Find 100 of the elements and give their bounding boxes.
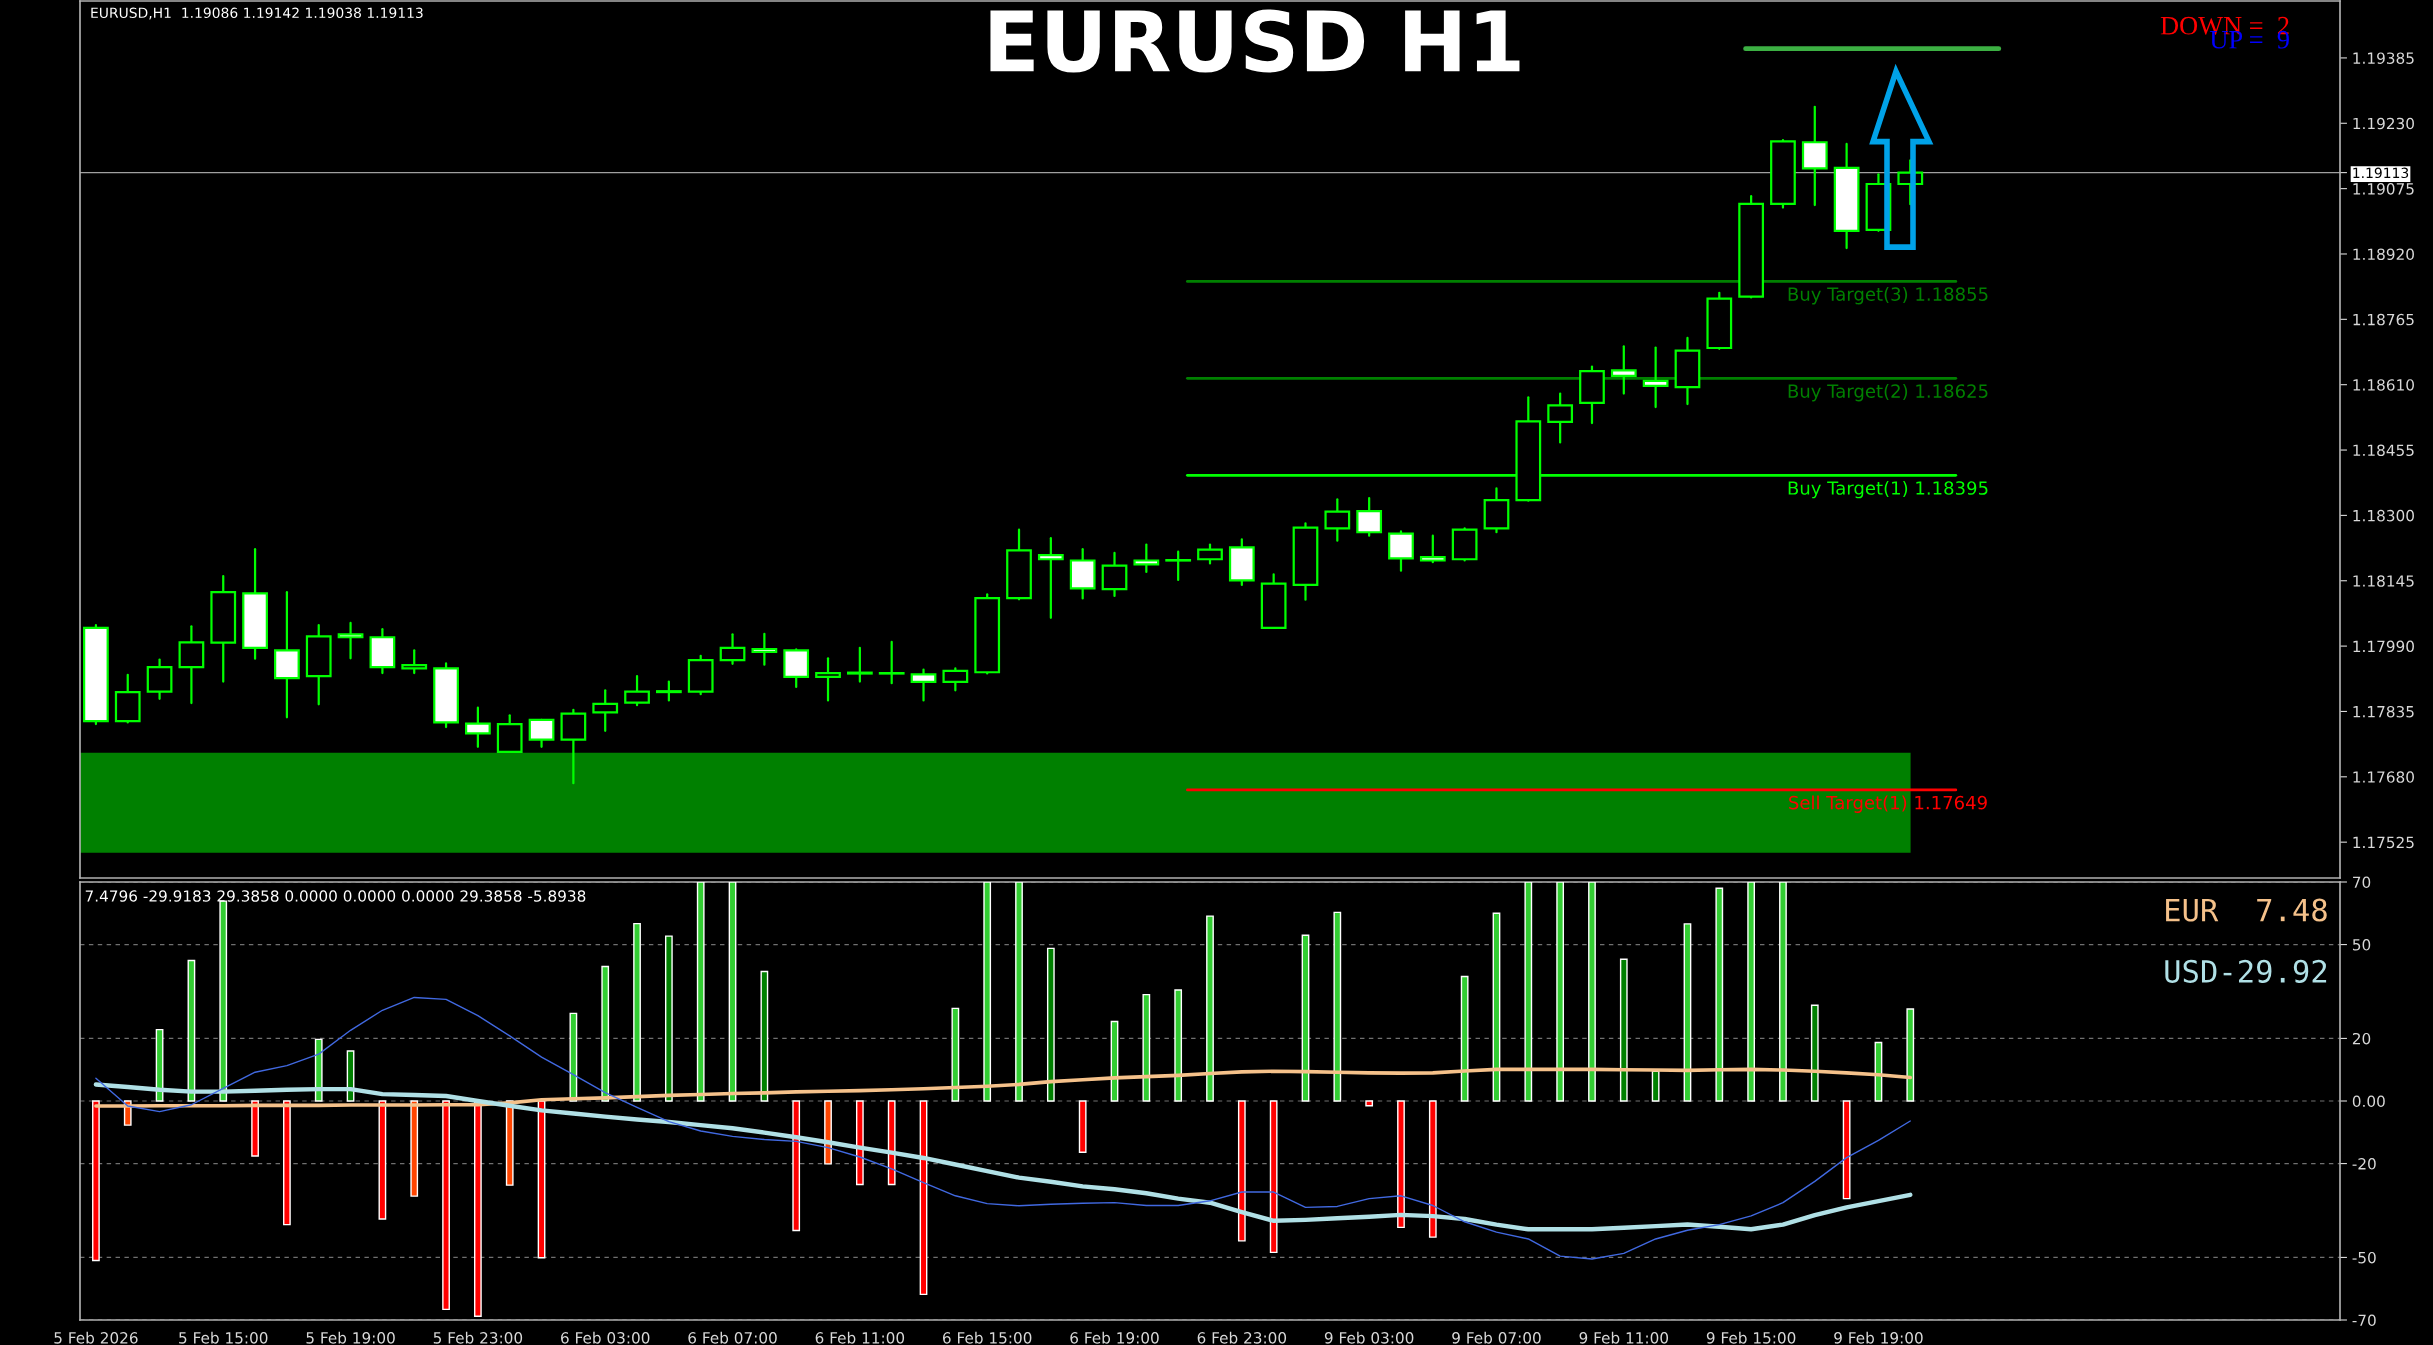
- bar: [1333, 911, 1342, 1102]
- bar: [1524, 882, 1533, 1102]
- bar: [951, 1007, 960, 1102]
- y-tick-label: -50: [2352, 1251, 2376, 1264]
- y-tick-label: 1.18455: [2353, 444, 2414, 457]
- y-tick-label: -20: [2352, 1158, 2376, 1170]
- candlestick: [1547, 392, 1574, 444]
- candlestick: [655, 680, 682, 702]
- ref-line-label: Buy Target(2) 1.18625: [1788, 383, 1988, 402]
- y-tick-label: 1.18300: [2353, 509, 2414, 522]
- ref-line-label: Sell Target(1) 1.17649: [1789, 795, 1987, 813]
- bar: [1715, 887, 1724, 1102]
- candlestick: [751, 632, 778, 666]
- y-tick-label: 20: [2352, 1032, 2371, 1045]
- bar: [664, 935, 673, 1102]
- y-tick-label: 1.17525: [2353, 836, 2414, 849]
- candlestick: [719, 633, 746, 665]
- bar: [219, 900, 228, 1102]
- y-tick-label: 1.17990: [2353, 640, 2414, 653]
- bar: [1588, 882, 1596, 1102]
- y-tick-label: 1.17835: [2353, 705, 2414, 718]
- bar: [1556, 882, 1565, 1102]
- x-tick-label: 9 Feb 07:00: [1452, 1331, 1541, 1344]
- candlestick: [1610, 345, 1637, 395]
- x-tick-label: 6 Feb 23:00: [1197, 1331, 1287, 1344]
- bar: [824, 1100, 832, 1165]
- line-series: [94, 1067, 1913, 1108]
- line-series: [93, 1082, 1913, 1232]
- bar: [1779, 882, 1787, 1102]
- bar: [1651, 1070, 1660, 1102]
- y-tick-label: 1.18610: [2353, 379, 2414, 391]
- bar: [1206, 915, 1214, 1102]
- bar: [1046, 947, 1055, 1102]
- candlestick: [910, 668, 937, 702]
- x-tick-label: 9 Feb 11:00: [1579, 1331, 1669, 1344]
- y-tick-label: 0.00: [2352, 1095, 2385, 1108]
- x-tick-label: 5 Feb 19:00: [306, 1331, 395, 1344]
- candlestick: [1037, 537, 1064, 619]
- bar: [251, 1100, 259, 1157]
- candlestick: [1324, 498, 1351, 542]
- y-tick-label: 1.17680: [2353, 771, 2414, 783]
- candlestick: [1356, 497, 1383, 537]
- bar: [1269, 1100, 1278, 1254]
- annotation: EUR 7.48: [2166, 898, 2327, 922]
- candlestick: [942, 667, 969, 692]
- y-tick-label: 1.19113: [2353, 167, 2409, 179]
- candlestick: [624, 674, 650, 707]
- x-tick-label: 9 Feb 03:00: [1324, 1331, 1414, 1344]
- ref-line-label: Buy Target(3) 1.18855: [1788, 286, 1988, 305]
- y-tick-label: 1.19230: [2353, 117, 2414, 130]
- chart-title: EURUSD H1: [990, 9, 1520, 73]
- bar: [760, 970, 769, 1102]
- x-tick-label: 6 Feb 19:00: [1070, 1331, 1159, 1344]
- bar: [1906, 1008, 1915, 1102]
- bar: [1015, 882, 1023, 1102]
- bar: [601, 965, 610, 1102]
- candlestick: [878, 640, 905, 685]
- candlestick: [401, 649, 428, 675]
- candlestick: [1642, 346, 1669, 409]
- x-tick-label: 6 Feb 07:00: [688, 1331, 777, 1344]
- candlestick: [1419, 534, 1446, 564]
- annotation: USD-29.92: [2165, 959, 2327, 983]
- bar: [1078, 1100, 1087, 1154]
- bar: [1365, 1100, 1374, 1107]
- bar: [1142, 993, 1151, 1102]
- bar: [410, 1100, 419, 1197]
- candlestick: [1197, 543, 1223, 565]
- bar: [442, 1100, 450, 1311]
- y-tick-label: 70: [2353, 876, 2371, 889]
- bar: [792, 1100, 801, 1232]
- bar: [696, 882, 705, 1102]
- candlestick: [1101, 551, 1128, 598]
- x-tick-label: 6 Feb 03:00: [561, 1331, 650, 1344]
- bar: [855, 1100, 864, 1186]
- y-tick-label: -70: [2352, 1314, 2376, 1327]
- candlestick: [1133, 543, 1160, 573]
- y-tick-label: 1.19075: [2353, 183, 2414, 195]
- bar: [633, 922, 641, 1102]
- bar: [1460, 975, 1469, 1102]
- candlestick: [846, 646, 873, 683]
- bar: [1397, 1100, 1405, 1229]
- line-series: [95, 996, 1911, 1260]
- bar: [1174, 989, 1183, 1102]
- bar: [1237, 1100, 1246, 1242]
- candlestick: [528, 718, 555, 748]
- candlestick: [1165, 550, 1192, 582]
- annotation: EURUSD,H1 1.19086 1.19142 1.19038 1.19113: [91, 7, 423, 20]
- bar: [92, 1100, 100, 1262]
- x-tick-label: 5 Feb 2026: [54, 1331, 138, 1344]
- bar: [1747, 882, 1756, 1102]
- x-tick-label: 6 Feb 11:00: [815, 1331, 905, 1344]
- x-tick-label: 5 Feb 15:00: [179, 1331, 268, 1344]
- candlestick: [337, 621, 364, 660]
- x-tick-label: 6 Feb 15:00: [943, 1331, 1032, 1344]
- bar: [983, 882, 992, 1102]
- x-tick-label: 9 Feb 19:00: [1834, 1331, 1923, 1344]
- candlestick: [465, 706, 491, 748]
- x-tick-label: 5 Feb 23:00: [433, 1331, 523, 1344]
- candlestick: [592, 689, 619, 732]
- ref-line-label: Buy Target(1) 1.18395: [1788, 480, 1988, 499]
